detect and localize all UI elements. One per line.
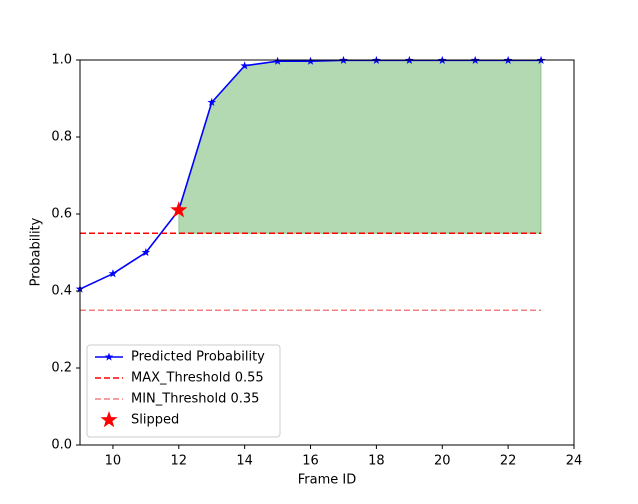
- marker: [207, 97, 217, 106]
- x-tick-label: 18: [368, 454, 385, 469]
- y-tick-label: 0.4: [51, 284, 72, 299]
- y-tick-label: 0.0: [51, 438, 72, 453]
- x-tick-label: 16: [302, 454, 319, 469]
- legend-swatch: [100, 411, 118, 428]
- y-tick-label: 0.6: [51, 207, 72, 222]
- x-tick-label: 12: [171, 454, 188, 469]
- legend-label: MAX_Threshold 0.55: [131, 371, 264, 386]
- x-tick-label: 10: [105, 454, 122, 469]
- legend-swatch: [104, 352, 114, 361]
- y-tick-label: 0.8: [51, 130, 72, 145]
- legend-label: MIN_Threshold 0.35: [131, 392, 259, 407]
- y-tick-label: 1.0: [51, 53, 72, 68]
- legend-label: Predicted Probability: [131, 350, 265, 365]
- x-axis-label: Frame ID: [298, 473, 356, 488]
- y-tick-label: 0.2: [51, 361, 72, 376]
- x-tick-label: 24: [566, 454, 583, 469]
- marker: [240, 61, 249, 70]
- point: [170, 201, 188, 218]
- marker: [273, 56, 282, 65]
- legend-label: Slipped: [131, 413, 179, 428]
- x-tick-label: 14: [236, 454, 253, 469]
- x-tick-label: 20: [434, 454, 451, 469]
- legend-box: [86, 344, 281, 438]
- marker: [108, 269, 118, 278]
- fill-area: [178, 59, 542, 234]
- plot-frame: [79, 59, 575, 446]
- marker: [141, 248, 151, 257]
- x-tick-label: 22: [500, 454, 517, 469]
- y-axis-label: Probability: [29, 217, 44, 286]
- marker: [306, 56, 315, 65]
